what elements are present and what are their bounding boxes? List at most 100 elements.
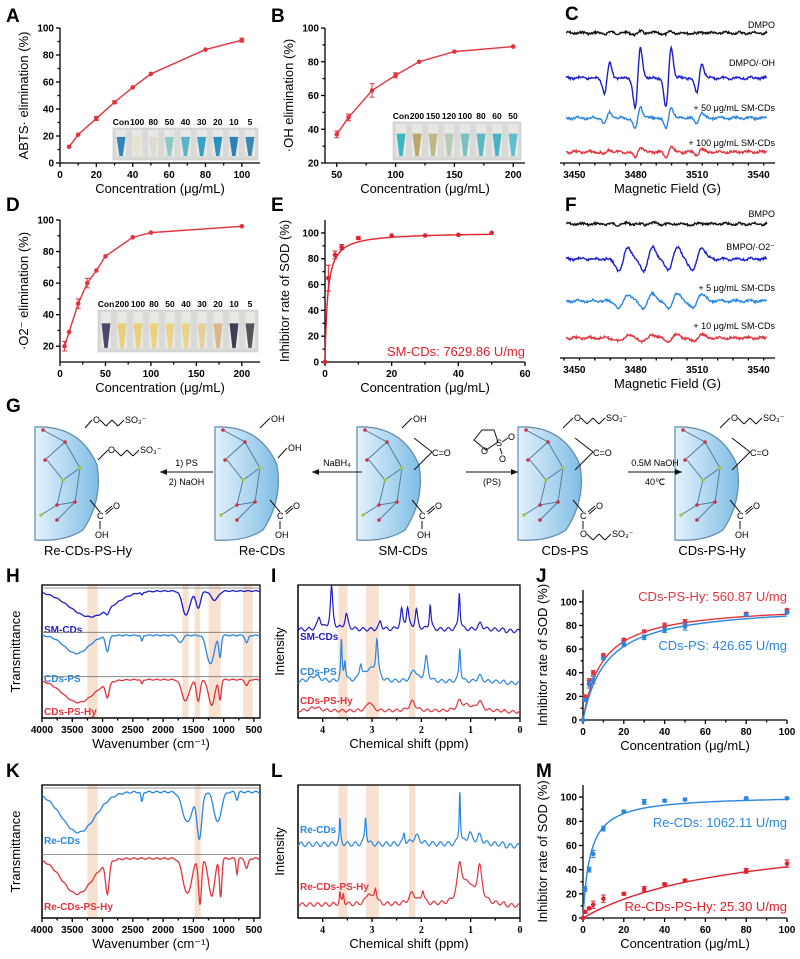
hydroxyl-group: OH	[95, 530, 109, 540]
axes: 0 20 40 60 80 100 0 20 40 60 80 100 Concentration (μ…	[535, 584, 796, 753]
data-point	[743, 868, 749, 874]
spectrum-trace	[41, 790, 261, 841]
carbon-dot-shell	[517, 426, 582, 541]
trace-label: CDs-PS-Hy	[44, 707, 97, 718]
inset-label: 100	[130, 117, 144, 127]
highlight-band	[338, 585, 348, 718]
oxygen-atom: O	[753, 501, 760, 511]
data-point	[456, 232, 461, 238]
epr-trace	[565, 145, 767, 159]
data-point	[582, 909, 588, 915]
bond	[105, 507, 114, 515]
x-tick-label: 100	[233, 170, 250, 181]
x-tick-label: 1500	[182, 925, 205, 936]
data-point	[662, 881, 667, 887]
y-tick-label: 40	[43, 105, 55, 116]
sulfonate-group: SO₃⁻	[140, 445, 162, 455]
arrow-ps-naoh-bottom-label: 2) NaOH	[169, 477, 205, 487]
cd-structure-re-cds	[214, 426, 279, 541]
bond	[604, 533, 612, 541]
spectrum-trace	[41, 589, 261, 618]
tube-liquid	[181, 323, 191, 348]
bond	[731, 451, 751, 471]
axes: 0 20 40 60 0 20 40 60 80 100 Concentration (μg/mL)…	[277, 220, 531, 395]
x-tick-label: 4	[320, 725, 325, 736]
data-point	[148, 71, 154, 77]
bond	[259, 417, 271, 429]
axes: 0 20 40 60 80 100 0 20 40 60 80 100 Concentration (μ…	[535, 780, 796, 951]
trace-label: Re-CDs	[44, 836, 81, 847]
x-tick-label: 3450	[563, 365, 586, 376]
arrow-ps-bottom-label: (PS)	[483, 477, 501, 487]
data-point	[662, 623, 667, 628]
axes: 4000 3500 3000 2500 2000 1500 1000 500 Wavenumbe…	[8, 585, 263, 751]
data-point	[203, 47, 208, 52]
x-tick-label: 60	[700, 925, 712, 936]
inset-label: Con	[113, 117, 130, 127]
x-tick-label: 60	[700, 727, 712, 738]
data-point	[103, 253, 108, 259]
highlight-band	[87, 785, 98, 918]
data-point	[66, 144, 72, 150]
bond	[401, 417, 413, 429]
x-tick-label: 1000	[213, 925, 236, 936]
bond	[587, 505, 596, 513]
carbonyl-group: C=O	[593, 448, 612, 458]
atom-dot	[61, 478, 65, 482]
y-axis-title: Intensity	[272, 827, 287, 876]
bond	[598, 417, 606, 425]
x-tick-label: 20	[618, 925, 630, 936]
y-tick-label: 40	[566, 865, 578, 876]
y-tick-label: 60	[308, 280, 320, 291]
tube-liquid	[492, 133, 502, 156]
data-point	[130, 235, 136, 240]
y-axis-title: Transmittance	[8, 811, 23, 893]
annotation: Re-CDs-PS-Hy: 25.30 U/mg	[624, 899, 787, 914]
data-point	[784, 610, 790, 615]
chart-k: K 4000 3500 3000 2500 2000 1500 1000 500 Wavenumb…	[6, 761, 263, 951]
atom-dot	[55, 503, 59, 507]
bond	[277, 447, 288, 459]
bond	[284, 505, 293, 513]
atom-dot	[695, 503, 699, 507]
axes: 3450 3480 3510 3540 Magnetic Field (G)	[560, 357, 775, 391]
axes: 4 3 2 1 0 Chemical shift (ppm) Intensity	[272, 785, 523, 951]
bond	[413, 451, 433, 471]
data-point	[339, 244, 344, 250]
inset-label: 50	[508, 111, 518, 121]
x-axis-title: Concentration (μg/mL)	[620, 936, 750, 951]
tube-liquid	[148, 136, 158, 156]
x-tick-label: 1	[468, 725, 473, 736]
tube-liquid	[229, 136, 239, 156]
oxygen-atom: O	[508, 432, 515, 442]
tube-liquid	[180, 136, 191, 156]
x-tick-label: 100	[143, 369, 160, 380]
trace-label: SM-CDs	[44, 625, 83, 636]
atom-dot	[718, 466, 722, 470]
x-tick-label: 0	[57, 170, 63, 181]
inset-label: 200	[115, 299, 129, 309]
data-point	[489, 230, 494, 236]
atom-dot	[377, 503, 381, 507]
bond	[97, 449, 109, 461]
sultone-ring	[473, 429, 499, 451]
bond	[580, 417, 588, 425]
atom-dot	[526, 458, 530, 462]
atom-dot	[78, 466, 82, 470]
data-point	[75, 132, 81, 137]
bond	[574, 437, 594, 453]
highlight-band	[243, 585, 253, 718]
epr-trace	[566, 28, 768, 38]
y-tick-label: 60	[566, 645, 578, 656]
bond	[755, 417, 763, 425]
x-tick-label: 3000	[91, 925, 114, 936]
arrow-nabh4-top-label: NaBH₄	[323, 458, 351, 468]
x-tick-label: 4000	[31, 725, 54, 736]
data-point	[369, 88, 375, 93]
tube-liquid	[165, 323, 175, 348]
carbon-dot-shell	[34, 426, 99, 541]
y-tick-label: 20	[43, 342, 55, 353]
x-axis-title: Magnetic Field (G)	[614, 181, 721, 196]
tube-liquid	[132, 136, 142, 156]
